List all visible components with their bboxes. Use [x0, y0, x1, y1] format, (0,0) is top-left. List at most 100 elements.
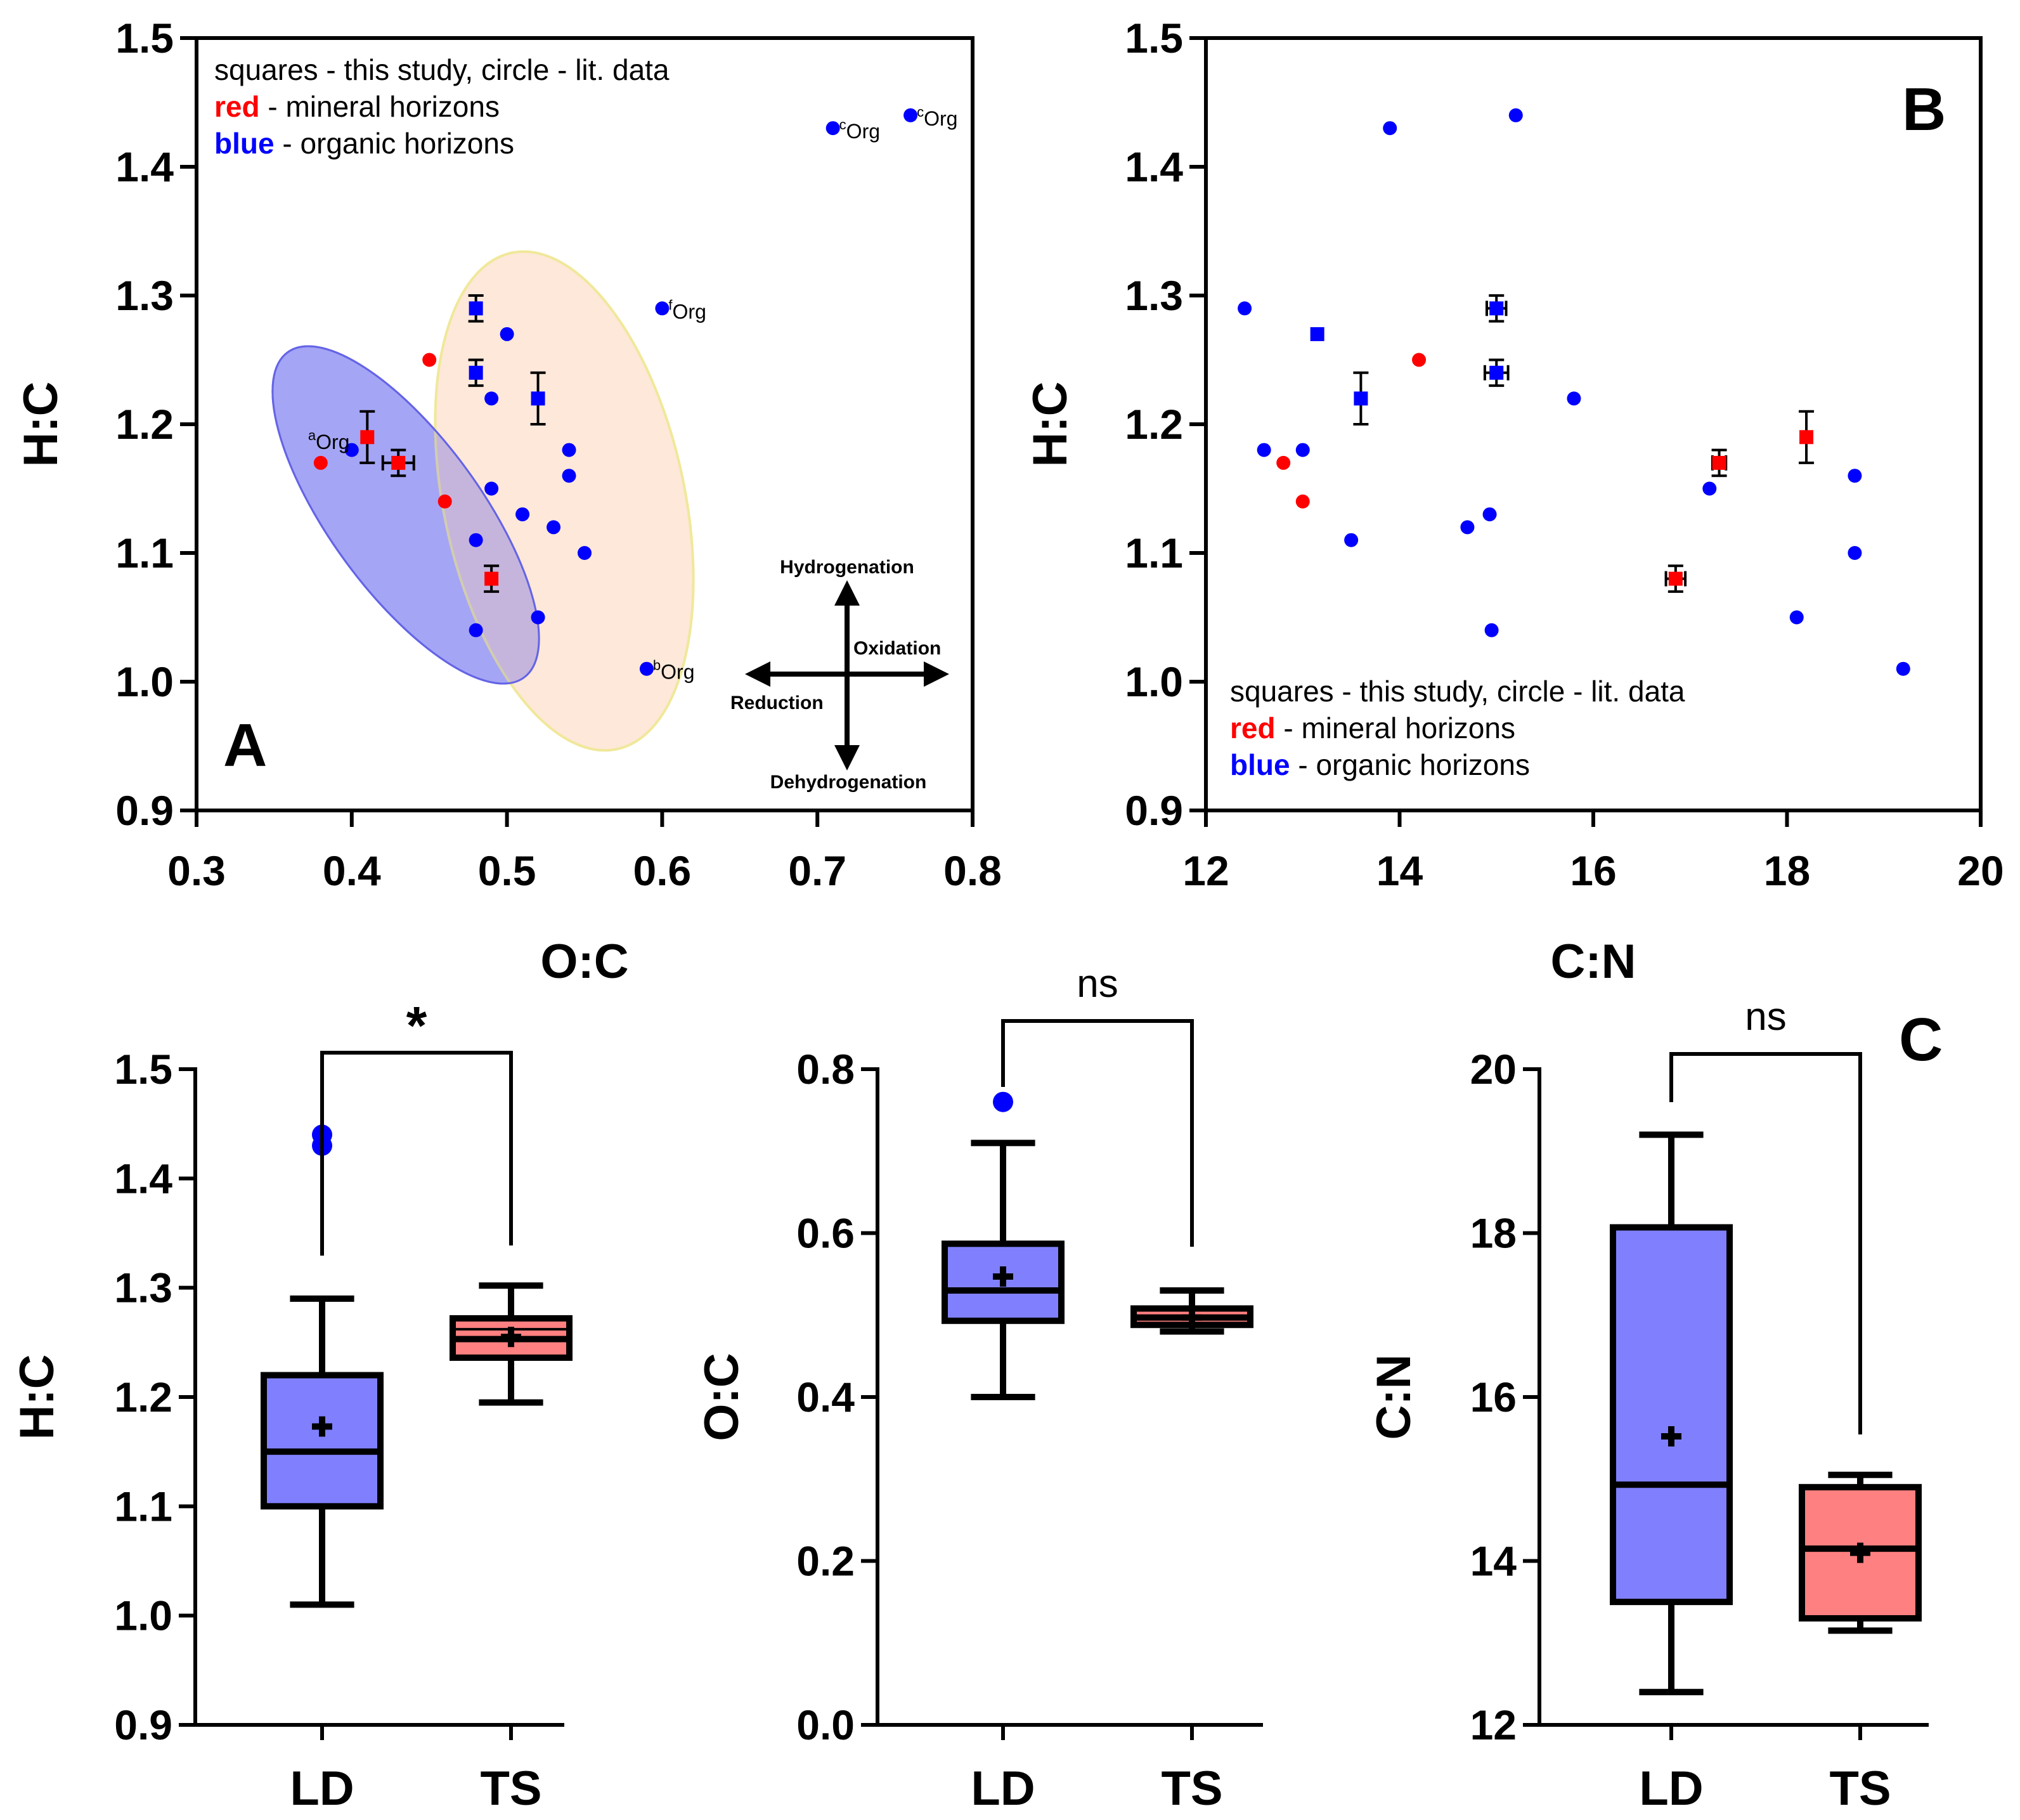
annotation-text: Org: [924, 107, 957, 130]
ellipse-organic-cluster-overlap: [271, 345, 540, 685]
y-axis-label: C:N: [1367, 1354, 1421, 1440]
point-annotation: bOrg: [653, 658, 695, 684]
legend-blue-rest: - organic horizons: [275, 127, 514, 160]
y-tick-label: 0.2: [796, 1538, 855, 1585]
lit-organic-point: [1460, 520, 1475, 535]
significance-label: ns: [1745, 995, 1786, 1039]
y-tick-label-A: 0.9: [115, 787, 174, 834]
annotation-text: Org: [661, 661, 694, 684]
arrow-down-icon: [834, 745, 860, 770]
y-tick-label-A: 1.4: [115, 143, 174, 190]
significance-bracket: ns: [1001, 962, 1194, 1247]
study-organic-point: [1310, 327, 1324, 341]
y-tick-label-A: 1.1: [115, 530, 174, 576]
x-tick-label-A: 0.7: [788, 847, 846, 894]
lit-organic-point: [1383, 121, 1397, 136]
mean-marker: [1661, 1426, 1681, 1447]
legend-line-1: squares - this study, circle - lit. data: [214, 53, 670, 86]
y-tick-label-B: 1.0: [1125, 658, 1183, 705]
lit-organic-point: [825, 121, 840, 136]
y-tick-label-B: 1.3: [1125, 272, 1183, 319]
lit-organic-point: [547, 520, 561, 535]
y-axis-label: H:C: [10, 1354, 64, 1440]
lit-organic-point: [1484, 623, 1499, 637]
y-tick-label: 1.1: [114, 1483, 172, 1530]
legend-b-red-rest: - mineral horizons: [1276, 712, 1515, 744]
x-tick-label-B: 18: [1764, 847, 1810, 894]
legend-blue-word: blue: [214, 127, 275, 160]
legend-b-line-3: blue - organic horizons: [1230, 748, 1530, 781]
lit-organic-point: [344, 443, 359, 457]
y-tick-label: 16: [1470, 1374, 1517, 1420]
annotation-superscript: c: [839, 117, 846, 133]
lit-mineral-point: [1295, 494, 1310, 509]
box-iqr: [1610, 1224, 1733, 1606]
annotation-text: Org: [846, 120, 880, 143]
y-tick-label: 1.2: [114, 1374, 172, 1420]
significance-bracket: ns: [1669, 995, 1862, 1434]
x-tick-label-B: 16: [1570, 847, 1616, 894]
category-label-ts: TS: [1161, 1762, 1222, 1816]
category-label-ld: LD: [1639, 1762, 1703, 1816]
study-mineral-point: [484, 564, 500, 593]
lit-organic-point: [469, 623, 483, 637]
lit-organic-point: [484, 391, 499, 406]
y-tick-label: 18: [1470, 1210, 1517, 1257]
x-tick-label-B: 12: [1182, 847, 1229, 894]
annotation-superscript: b: [653, 658, 661, 673]
y-axis-label-B: H:C: [1023, 381, 1077, 467]
legend-a: squares - this study, circle - lit. data…: [214, 53, 670, 160]
annotation-text: Org: [673, 300, 706, 323]
box-iqr: [261, 1372, 384, 1510]
mean-marker: [501, 1327, 521, 1348]
category-label-ld: LD: [290, 1762, 354, 1816]
lit-organic-point: [1257, 443, 1271, 457]
study-mineral-point: [1799, 410, 1815, 464]
arrow-label-dehydrogenation: Dehydrogenation: [770, 772, 927, 793]
legend-b-red-word: red: [1230, 712, 1276, 744]
legend-b: squares - this study, circle - lit. data…: [1230, 675, 1685, 781]
lit-organic-point: [903, 108, 918, 122]
y-tick-label: 0.8: [796, 1046, 855, 1093]
y-tick-label-A: 1.3: [115, 272, 174, 319]
x-tick-label-A: 0.3: [167, 847, 226, 894]
point-annotation: fOrg: [668, 297, 706, 323]
x-axis-label-B: C:N: [1550, 935, 1636, 989]
box-ld: [942, 1091, 1065, 1400]
study-organic-point: [1483, 358, 1510, 387]
lit-organic-point: [562, 443, 576, 457]
lit-mineral-point: [422, 353, 437, 367]
lit-organic-point: [1789, 610, 1804, 625]
study-organic-point: [1485, 294, 1508, 323]
lit-organic-point: [1482, 507, 1497, 522]
y-axis-label: O:C: [695, 1353, 749, 1441]
study-organic-point: [1353, 371, 1369, 426]
legend-b-line-1: squares - this study, circle - lit. data: [1230, 675, 1685, 708]
box-ld: [1610, 1131, 1733, 1696]
study-mineral-point: [1711, 448, 1728, 478]
y-tick-label: 0.4: [796, 1374, 855, 1420]
box-ts: [450, 1282, 573, 1406]
x-axis-label-A: O:C: [540, 935, 628, 989]
legend-line-2: red - mineral horizons: [214, 90, 500, 123]
x-tick-label-A: 0.5: [478, 847, 536, 894]
lit-organic-point: [1567, 391, 1581, 406]
lit-organic-point: [1238, 301, 1252, 316]
legend-red-word: red: [214, 90, 260, 123]
lit-organic-point: [469, 533, 483, 547]
study-organic-point: [468, 294, 484, 323]
y-axis-label-A: H:C: [14, 381, 68, 467]
y-tick-label-B: 1.2: [1125, 401, 1183, 448]
lit-mineral-point: [437, 494, 452, 509]
lit-organic-point: [515, 507, 530, 522]
direction-arrows: Hydrogenation Dehydrogenation Oxidation …: [730, 557, 949, 793]
box-ts: [1130, 1287, 1253, 1335]
lit-organic-point: [531, 610, 545, 625]
y-tick-label: 1.4: [114, 1155, 172, 1202]
y-tick-label: 0.9: [114, 1701, 172, 1748]
lit-organic-point: [578, 546, 592, 560]
study-mineral-point: [359, 410, 375, 464]
y-tick-label-B: 1.1: [1125, 530, 1183, 576]
study-mineral-point: [381, 448, 415, 478]
y-tick-label: 1.5: [114, 1046, 172, 1093]
